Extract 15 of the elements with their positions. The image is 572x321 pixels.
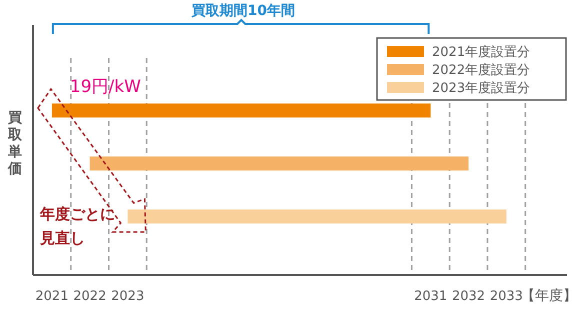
x-tick-label: 2023 bbox=[111, 289, 144, 304]
x-tick-label: 2033 bbox=[490, 289, 523, 304]
legend-label: 2022年度設置分 bbox=[432, 62, 530, 78]
x-tick-label: 2022 bbox=[73, 289, 106, 304]
legend-label: 2021年度設置分 bbox=[432, 44, 530, 60]
text: 買取期間10年間 bbox=[190, 3, 296, 19]
annotation: 見直し bbox=[39, 229, 85, 247]
x-axis-title: 【年度】 bbox=[521, 288, 572, 304]
annotation: 年度ごとに bbox=[39, 205, 115, 223]
x-tick-label: 2021 bbox=[35, 289, 68, 304]
y-axis-title: 買取単価 bbox=[7, 110, 23, 177]
annotation: 19円/kW bbox=[70, 77, 142, 97]
legend-label: 2023年度設置分 bbox=[432, 80, 530, 96]
x-tick-label: 2032 bbox=[452, 289, 486, 304]
x-tick-label: 2031 bbox=[414, 289, 448, 304]
